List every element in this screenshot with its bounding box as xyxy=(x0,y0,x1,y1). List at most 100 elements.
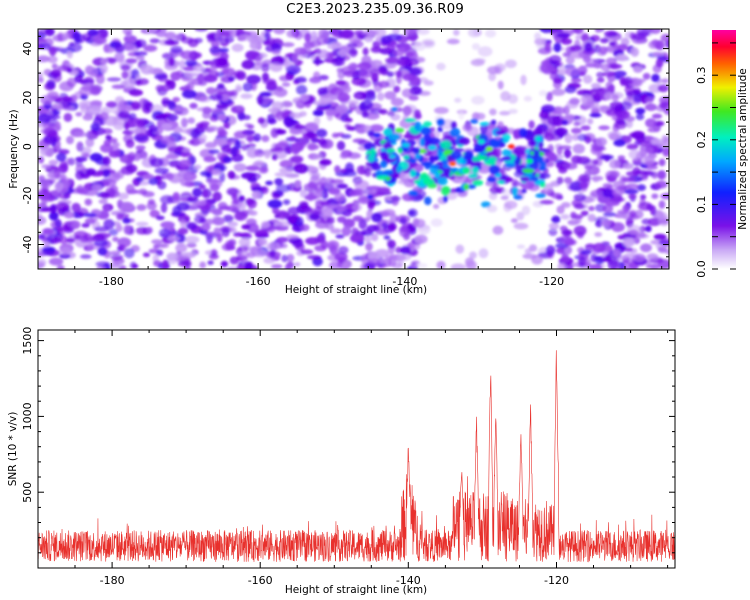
heatmap-cell xyxy=(473,161,482,167)
heatmap-cell xyxy=(365,112,380,120)
heatmap-cell xyxy=(199,184,206,190)
heatmap-cell xyxy=(118,264,127,269)
heatmap-cell xyxy=(471,112,480,120)
heatmap-cell xyxy=(146,226,153,234)
heatmap-cell xyxy=(247,124,255,130)
heatmap-y-axis-label: Frequency (Hz) xyxy=(8,109,20,188)
heatmap-cell xyxy=(177,260,192,267)
heatmap-cell xyxy=(521,188,527,194)
heatmap-cell xyxy=(156,31,168,38)
heatmap-cell xyxy=(665,40,669,49)
heatmap-cell xyxy=(275,184,291,193)
heatmap-cell xyxy=(100,58,109,64)
heatmap-cell xyxy=(290,155,304,164)
heatmap-cell xyxy=(626,120,633,128)
heatmap-cell xyxy=(651,193,659,199)
heatmap-cell xyxy=(437,126,444,133)
heatmap-cell xyxy=(339,153,349,159)
heatmap-cell xyxy=(547,144,554,154)
heatmap-cell xyxy=(83,212,97,218)
heatmap-cell xyxy=(89,152,103,162)
heatmap-cell xyxy=(656,55,667,61)
heatmap-cell xyxy=(194,29,208,32)
heatmap-cell xyxy=(294,262,301,267)
heatmap-cell xyxy=(56,103,63,112)
heatmap-cell xyxy=(521,205,531,216)
heatmap-cell xyxy=(153,244,160,249)
heatmap-cell xyxy=(522,168,535,174)
heatmap-cell xyxy=(408,190,418,197)
heatmap-cell xyxy=(38,77,44,83)
heatmap-cell xyxy=(539,199,554,205)
heatmap-cell xyxy=(365,30,379,36)
heatmap-cell xyxy=(478,248,489,259)
heatmap-cell xyxy=(505,59,517,69)
heatmap-cell xyxy=(486,204,498,213)
heatmap-cell xyxy=(62,99,71,109)
heatmap-cell xyxy=(46,172,58,179)
heatmap-cell xyxy=(120,201,134,212)
heatmap-cell xyxy=(100,192,111,200)
heatmap-cell xyxy=(128,113,137,120)
heatmap-cell xyxy=(98,198,108,205)
heatmap-cell xyxy=(405,52,415,57)
heatmap-cell xyxy=(205,231,217,237)
heatmap-cell xyxy=(194,215,206,224)
heatmap-cell xyxy=(636,184,647,192)
heatmap-cell xyxy=(343,70,359,78)
heatmap-cell xyxy=(160,221,175,229)
heatmap-cell xyxy=(605,108,618,117)
heatmap-cell xyxy=(116,245,124,252)
heatmap-cell xyxy=(148,125,158,133)
heatmap-cell xyxy=(112,141,120,148)
heatmap-cell xyxy=(93,239,109,247)
heatmap-cell xyxy=(208,60,216,66)
heatmap-cell xyxy=(441,159,448,165)
heatmap-cell xyxy=(658,239,669,246)
heatmap-cell xyxy=(218,205,231,211)
heatmap-cell xyxy=(551,88,566,96)
heatmap-cell xyxy=(238,232,250,238)
heatmap-cell xyxy=(187,139,195,145)
heatmap-cell xyxy=(613,139,626,147)
heatmap-cell xyxy=(79,103,90,114)
heatmap-x-tick-label: -180 xyxy=(99,275,124,288)
heatmap-cell xyxy=(122,217,131,224)
heatmap-cell xyxy=(570,44,583,52)
heatmap-cell xyxy=(309,208,317,215)
heatmap-cell xyxy=(448,175,456,180)
heatmap-cell xyxy=(205,125,219,132)
heatmap-cell xyxy=(283,199,291,206)
heatmap-cell xyxy=(661,78,669,84)
heatmap-cell xyxy=(66,135,74,145)
heatmap-cell xyxy=(357,62,372,70)
heatmap-cell xyxy=(370,46,383,53)
heatmap-x-axis-label: Height of straight line (km) xyxy=(285,284,427,296)
heatmap-cell xyxy=(367,130,375,137)
heatmap-cell xyxy=(592,242,606,253)
heatmap-cell xyxy=(497,80,504,90)
heatmap-cell xyxy=(383,141,392,151)
heatmap-cell xyxy=(428,164,441,169)
heatmap-cell xyxy=(217,83,225,90)
heatmap-cell xyxy=(433,204,440,209)
heatmap-cell xyxy=(558,145,572,150)
heatmap-cell xyxy=(176,242,186,248)
heatmap-cell xyxy=(487,156,497,163)
heatmap-cell xyxy=(251,190,262,200)
heatmap-cell xyxy=(434,171,441,179)
snr-y-tick-label: 1000 xyxy=(21,402,34,430)
heatmap-cell xyxy=(354,93,362,99)
heatmap-cell xyxy=(386,148,396,153)
heatmap-cell xyxy=(121,71,129,79)
heatmap-cell xyxy=(420,127,432,136)
heatmap-cell xyxy=(38,42,51,50)
heatmap-cell xyxy=(334,252,348,262)
heatmap-cell xyxy=(314,205,322,216)
heatmap-cell xyxy=(335,80,347,86)
heatmap-cell xyxy=(446,38,460,45)
heatmap-cell xyxy=(320,240,329,249)
heatmap-cell xyxy=(469,251,477,259)
heatmap-cell xyxy=(468,173,479,179)
heatmap-cell xyxy=(172,192,180,201)
